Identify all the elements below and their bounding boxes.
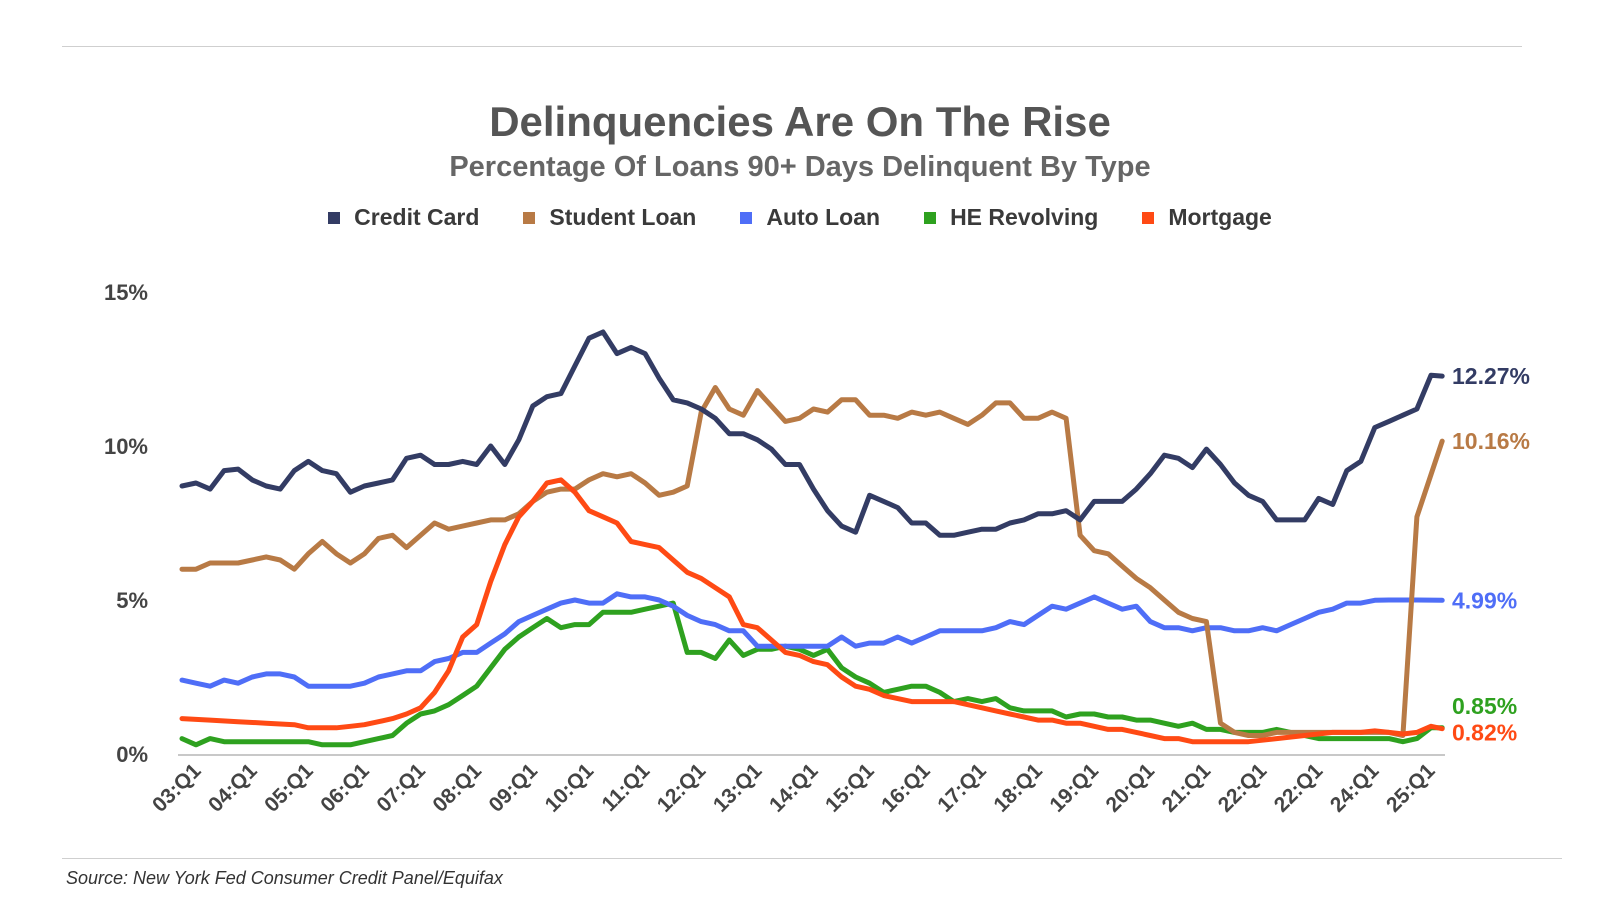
x-tick-label: 03:Q1 (148, 759, 206, 817)
bottom-divider (62, 858, 1562, 859)
x-tick-label: 07:Q1 (372, 759, 430, 817)
legend: Credit Card Student Loan Auto Loan HE Re… (0, 204, 1600, 231)
chart-subtitle: Percentage Of Loans 90+ Days Delinquent … (449, 151, 1151, 183)
series-line-credit-card (179, 329, 1445, 538)
x-tick-label: 19:Q1 (1045, 759, 1103, 817)
series-line-student-loan (179, 385, 1445, 738)
y-tick-label: 5% (116, 588, 148, 613)
legend-item-student-loan: Student Loan (523, 204, 696, 231)
x-tick-label: 25:Q1 (1382, 759, 1440, 817)
x-tick-label: 24:Q1 (1326, 759, 1384, 817)
y-tick-label: 15% (104, 280, 148, 305)
x-tick-label: 16:Q1 (877, 759, 935, 817)
x-tick-label: 12:Q1 (653, 759, 711, 817)
legend-label-credit-card: Credit Card (354, 204, 480, 230)
series-line-mortgage (179, 477, 1445, 745)
x-tick-label: 18:Q1 (989, 759, 1047, 817)
y-tick-label: 10% (104, 434, 148, 459)
x-tick-label: 20:Q1 (1102, 759, 1160, 817)
legend-swatch-auto-loan (740, 211, 753, 224)
x-tick-label: 13:Q1 (709, 759, 767, 817)
source-note: Source: New York Fed Consumer Credit Pan… (66, 868, 503, 888)
x-tick-label: 09:Q1 (485, 759, 543, 817)
x-tick-label: 08:Q1 (428, 759, 486, 817)
x-tick-label: 22:Q1 (1214, 759, 1272, 817)
legend-item-mortgage: Mortgage (1142, 204, 1272, 231)
x-tick-label: 11:Q1 (598, 759, 655, 816)
end-value-label: 10.16% (1452, 428, 1530, 454)
series-line-auto-loan (179, 591, 1445, 689)
end-value-label: 4.99% (1452, 587, 1517, 613)
x-tick-label: 21:Q1 (1158, 759, 1216, 817)
legend-item-he-revolving: HE Revolving (924, 204, 1098, 231)
top-divider (62, 46, 1522, 47)
legend-label-mortgage: Mortgage (1168, 204, 1272, 230)
legend-item-auto-loan: Auto Loan (740, 204, 880, 231)
chart-title: Delinquencies Are On The Rise (489, 98, 1111, 145)
legend-swatch-student-loan (523, 211, 536, 224)
legend-label-he-revolving: HE Revolving (950, 204, 1099, 230)
x-tick-label: 05:Q1 (260, 759, 318, 817)
y-tick-label: 0% (116, 742, 148, 767)
legend-item-credit-card: Credit Card (328, 204, 479, 231)
x-tick-label: 15:Q1 (821, 759, 879, 817)
x-tick-label: 10:Q1 (541, 759, 599, 817)
end-value-label: 0.82% (1452, 720, 1517, 746)
x-tick-label: 04:Q1 (204, 759, 262, 817)
legend-label-student-loan: Student Loan (549, 204, 697, 230)
x-tick-label: 14:Q1 (765, 759, 823, 817)
x-tick-label: 17:Q1 (933, 759, 991, 817)
legend-swatch-mortgage (1142, 211, 1155, 224)
legend-swatch-he-revolving (924, 211, 937, 224)
end-value-label: 12.27% (1452, 363, 1530, 389)
legend-label-auto-loan: Auto Loan (766, 204, 881, 230)
x-tick-label: 22:Q1 (1270, 759, 1328, 817)
x-tick-label: 06:Q1 (316, 759, 374, 817)
end-value-label: 0.85% (1452, 693, 1517, 719)
legend-swatch-credit-card (328, 211, 341, 224)
